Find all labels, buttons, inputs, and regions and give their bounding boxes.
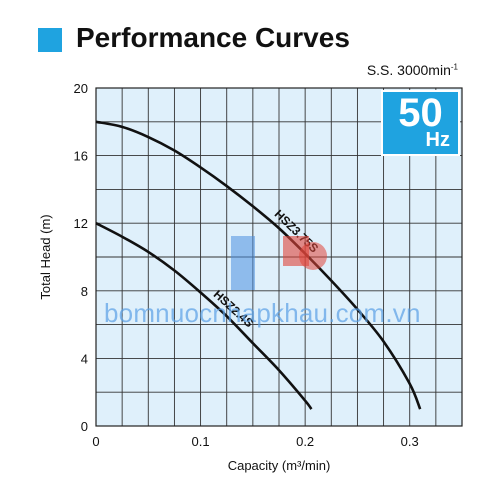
y-tick-label: 20 (74, 81, 88, 96)
x-tick-label: 0.1 (192, 434, 210, 449)
speed-label-exponent: -1 (450, 62, 458, 72)
y-tick-label: 16 (74, 149, 88, 164)
series-line-HSZ3.75S (95, 120, 422, 410)
plot-frame (95, 87, 463, 427)
x-axis-ticks: 0 0.1 0.2 0.3 (92, 434, 418, 449)
y-axis-ticks: 0 4 8 12 16 20 (74, 81, 88, 434)
y-axis-label: Total Head (m) (38, 214, 53, 299)
x-tick-label: 0 (92, 434, 99, 449)
y-tick-label: 0 (81, 419, 88, 434)
watermark-logo-circle (299, 242, 327, 270)
watermark-logo (231, 236, 327, 290)
series-line-HSZ2.4S (95, 222, 313, 410)
speed-label: S.S. 3000min-1 (367, 62, 458, 78)
speed-label-text: S.S. 3000min (366, 62, 451, 78)
x-tick-label: 0.2 (296, 434, 314, 449)
grid-lines (96, 88, 462, 426)
page-title: Performance Curves (76, 22, 350, 53)
y-tick-label: 4 (81, 351, 88, 366)
frequency-badge: 50 Hz (381, 90, 460, 156)
y-tick-label: 8 (81, 284, 88, 299)
watermark-text: bomnuocnhapkhau.com.vn (104, 298, 421, 328)
x-axis-label: Capacity (m³/min) (228, 458, 331, 473)
frequency-value: 50 (398, 91, 443, 135)
title-marker-square (38, 28, 62, 52)
y-tick-label: 12 (74, 216, 88, 231)
watermark-logo-left-bar (231, 236, 255, 290)
x-tick-label: 0.3 (401, 434, 419, 449)
frequency-unit: Hz (425, 129, 450, 151)
